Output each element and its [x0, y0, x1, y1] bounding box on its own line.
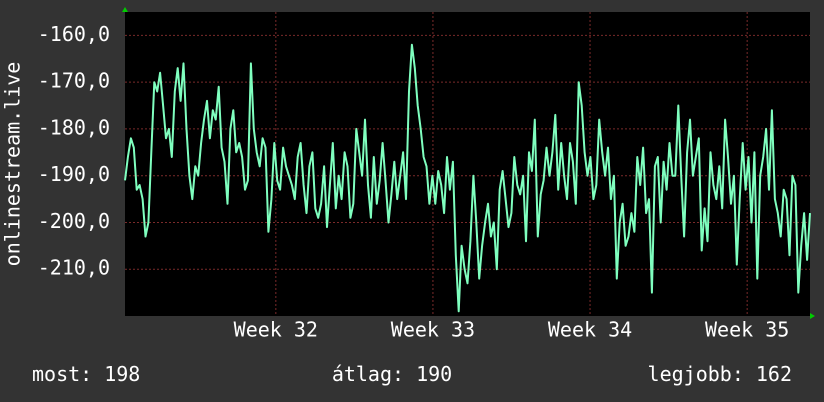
footer-value: 198 — [104, 362, 140, 386]
x-tick-label: Week 32 — [234, 318, 318, 342]
axis-arrow — [810, 313, 815, 319]
x-tick-label: Week 33 — [391, 318, 475, 342]
plot-area — [125, 12, 810, 316]
footer-value: 190 — [416, 362, 452, 386]
footer-stat: átlag: 190 — [332, 362, 452, 386]
x-tick-label: Week 34 — [548, 318, 632, 342]
footer-label: legjobb: — [648, 362, 744, 386]
y-tick-label: -170,0 — [38, 69, 110, 93]
y-tick-label: -210,0 — [38, 256, 110, 280]
footer-label: átlag: — [332, 362, 404, 386]
axis-arrow — [122, 7, 128, 12]
footer-stat: legjobb: 162 — [648, 362, 792, 386]
y-tick-label: -160,0 — [38, 22, 110, 46]
x-tick-label: Week 35 — [705, 318, 789, 342]
y-tick-label: -200,0 — [38, 209, 110, 233]
y-axis-label: onlinestream.live — [1, 62, 25, 267]
footer-label: most: — [32, 362, 92, 386]
footer-stat: most: 198 — [32, 362, 140, 386]
y-tick-label: -180,0 — [38, 115, 110, 139]
y-tick-label: -190,0 — [38, 162, 110, 186]
data-line — [124, 43, 811, 313]
footer-value: 162 — [756, 362, 792, 386]
